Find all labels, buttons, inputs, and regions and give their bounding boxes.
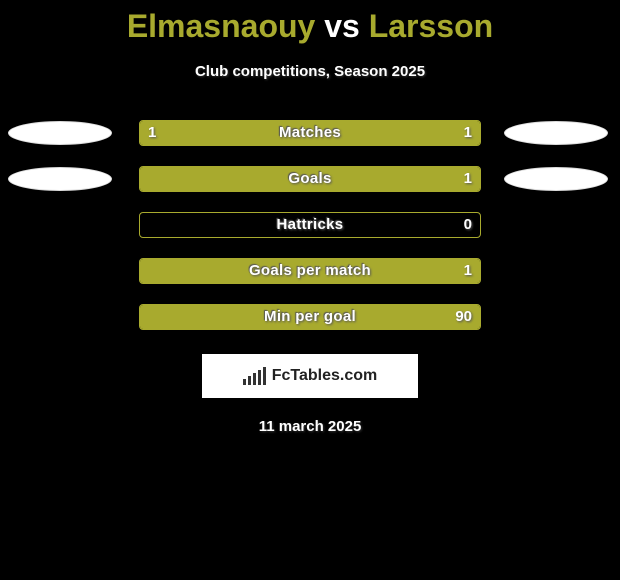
player2-name: Larsson — [369, 8, 493, 44]
stat-bar-track: 1 Matches 1 — [139, 120, 481, 146]
stat-row: Hattricks 0 — [0, 210, 620, 240]
stat-value-right: 1 — [464, 170, 472, 187]
stat-bar-track: Goals per match 1 — [139, 258, 481, 284]
player1-avatar — [8, 167, 112, 191]
stat-row: Goals 1 — [0, 164, 620, 194]
player1-name: Elmasnaouy — [127, 8, 316, 44]
stat-row: 1 Matches 1 — [0, 118, 620, 148]
stat-bar-track: Hattricks 0 — [139, 212, 481, 238]
stat-label: Goals per match — [140, 262, 480, 279]
player2-avatar — [504, 167, 608, 191]
stat-row: Goals per match 1 — [0, 256, 620, 286]
attribution-text: FcTables.com — [272, 367, 378, 385]
attribution-badge: FcTables.com — [202, 354, 418, 398]
stat-value-right: 0 — [464, 216, 472, 233]
comparison-chart: 1 Matches 1 Goals 1 Hattricks 0 — [0, 118, 620, 332]
attribution-bars-icon — [243, 367, 266, 385]
subtitle: Club competitions, Season 2025 — [0, 63, 620, 80]
date-text: 11 march 2025 — [0, 418, 620, 435]
stat-label: Goals — [140, 170, 480, 187]
player2-avatar — [504, 121, 608, 145]
stat-row: Min per goal 90 — [0, 302, 620, 332]
stat-bar-track: Min per goal 90 — [139, 304, 481, 330]
stat-label: Matches — [140, 124, 480, 141]
player1-avatar — [8, 121, 112, 145]
stat-value-right: 1 — [464, 124, 472, 141]
stat-label: Hattricks — [140, 216, 480, 233]
vs-text: vs — [324, 8, 360, 44]
comparison-title: Elmasnaouy vs Larsson — [0, 0, 620, 45]
stat-bar-track: Goals 1 — [139, 166, 481, 192]
stat-value-right: 90 — [455, 308, 472, 325]
stat-value-right: 1 — [464, 262, 472, 279]
stat-label: Min per goal — [140, 308, 480, 325]
